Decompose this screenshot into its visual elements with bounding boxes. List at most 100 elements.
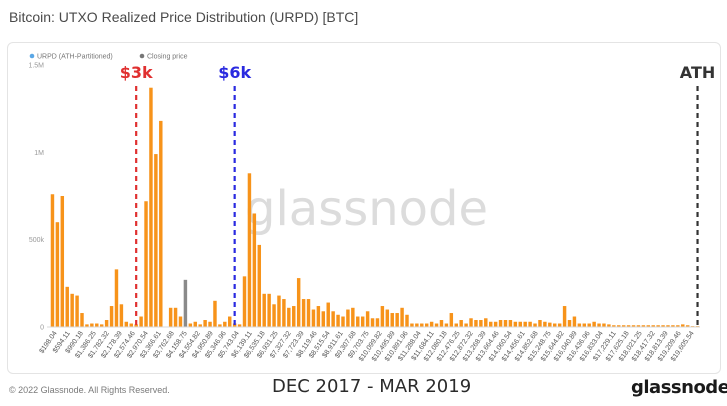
urpd-bar <box>55 222 60 327</box>
urpd-bar <box>193 321 197 327</box>
urpd-bar <box>621 325 626 327</box>
urpd-bar <box>311 309 316 327</box>
urpd-bar <box>380 306 385 327</box>
annotations: $3k $6k ATH <box>120 63 715 327</box>
urpd-bar <box>508 320 513 327</box>
urpd-bar <box>444 323 449 327</box>
urpd-bar <box>154 154 158 327</box>
urpd-bar <box>617 325 621 327</box>
urpd-bar <box>439 320 444 327</box>
urpd-bar <box>523 321 527 327</box>
urpd-bar <box>321 311 326 327</box>
urpd-bar <box>262 293 266 327</box>
urpd-bar <box>577 323 582 327</box>
watermark: glassnode <box>245 181 488 237</box>
urpd-bar <box>602 323 606 327</box>
urpd-bar <box>651 325 655 327</box>
urpd-bar <box>587 323 591 327</box>
urpd-bar <box>533 323 537 327</box>
urpd-bar <box>336 314 340 327</box>
urpd-bar <box>434 323 439 327</box>
urpd-bar <box>114 269 119 327</box>
legend-label: Closing price <box>147 54 188 61</box>
urpd-bar <box>503 320 508 327</box>
urpd-bar <box>557 323 562 327</box>
urpd-bar <box>60 196 65 327</box>
x-axis: $198.04$594.11$990.18$1,386.25$1,782.32$… <box>38 330 695 363</box>
urpd-bar <box>676 325 680 327</box>
urpd-bar <box>292 306 296 327</box>
y-tick-label: 0 <box>40 325 44 332</box>
urpd-bar <box>144 201 148 327</box>
urpd-bar <box>223 321 227 327</box>
y-tick-label: 1.5M <box>28 63 44 70</box>
urpd-bar <box>562 306 567 327</box>
urpd-bar <box>213 300 217 327</box>
urpd-bar <box>173 307 178 327</box>
urpd-bar <box>405 314 409 327</box>
annotation-label: $6k <box>218 63 251 82</box>
urpd-bar <box>582 323 587 327</box>
urpd-bar <box>149 87 153 328</box>
urpd-bar <box>592 321 596 327</box>
urpd-bar <box>375 318 380 327</box>
urpd-bar <box>459 320 463 327</box>
urpd-bar <box>681 324 685 327</box>
urpd-bar <box>282 299 286 327</box>
urpd-bar <box>543 321 547 327</box>
urpd-bar <box>666 325 670 327</box>
urpd-bar <box>415 323 419 327</box>
urpd-bar <box>208 321 212 327</box>
urpd-bar <box>351 307 355 327</box>
urpd-bar <box>252 213 257 327</box>
urpd-bar <box>528 321 532 327</box>
urpd-bar <box>237 324 242 327</box>
urpd-bar <box>656 325 660 327</box>
urpd-bar <box>360 316 365 327</box>
urpd-bar <box>420 323 424 327</box>
urpd-bar <box>479 320 483 327</box>
urpd-bar <box>104 320 109 327</box>
urpd-bar <box>326 302 330 327</box>
urpd-bar <box>75 295 79 327</box>
urpd-bar <box>95 323 99 327</box>
urpd-bar <box>341 316 345 327</box>
urpd-bar <box>228 316 232 327</box>
urpd-bar <box>90 323 94 327</box>
urpd-bar <box>218 324 222 327</box>
urpd-bar <box>306 299 311 327</box>
annotation-label: $3k <box>120 63 153 82</box>
urpd-bar <box>493 321 498 327</box>
urpd-bar <box>449 313 454 327</box>
closing-price-bar <box>183 279 188 327</box>
urpd-bar <box>198 324 202 327</box>
urpd-bar <box>247 173 252 327</box>
urpd-bar <box>489 321 493 327</box>
urpd-bar <box>464 323 468 327</box>
urpd-bar <box>109 306 114 327</box>
urpd-bar <box>80 313 84 327</box>
legend-label: URPD (ATH-Partitioned) <box>37 54 113 61</box>
urpd-bar <box>385 309 390 327</box>
chart-panel <box>7 42 721 374</box>
urpd-bar <box>538 320 542 327</box>
urpd-bar <box>168 307 173 327</box>
urpd-bar <box>188 323 193 327</box>
urpd-bar <box>232 323 237 327</box>
urpd-bar <box>203 320 207 327</box>
urpd-bar <box>685 325 690 327</box>
urpd-bar <box>272 304 276 327</box>
urpd-bar <box>70 293 74 327</box>
chart-legend: URPD (ATH-Partitioned) Closing price <box>29 53 188 61</box>
urpd-bar <box>99 324 104 327</box>
urpd-bar <box>139 316 143 327</box>
y-tick-label: 1M <box>34 150 44 157</box>
urpd-bar <box>410 323 414 327</box>
urpd-bar <box>671 325 675 327</box>
urpd-bar <box>641 325 646 327</box>
urpd-bar <box>287 307 291 327</box>
urpd-bar <box>498 320 503 327</box>
legend-marker <box>139 53 145 59</box>
urpd-bar <box>277 295 281 327</box>
